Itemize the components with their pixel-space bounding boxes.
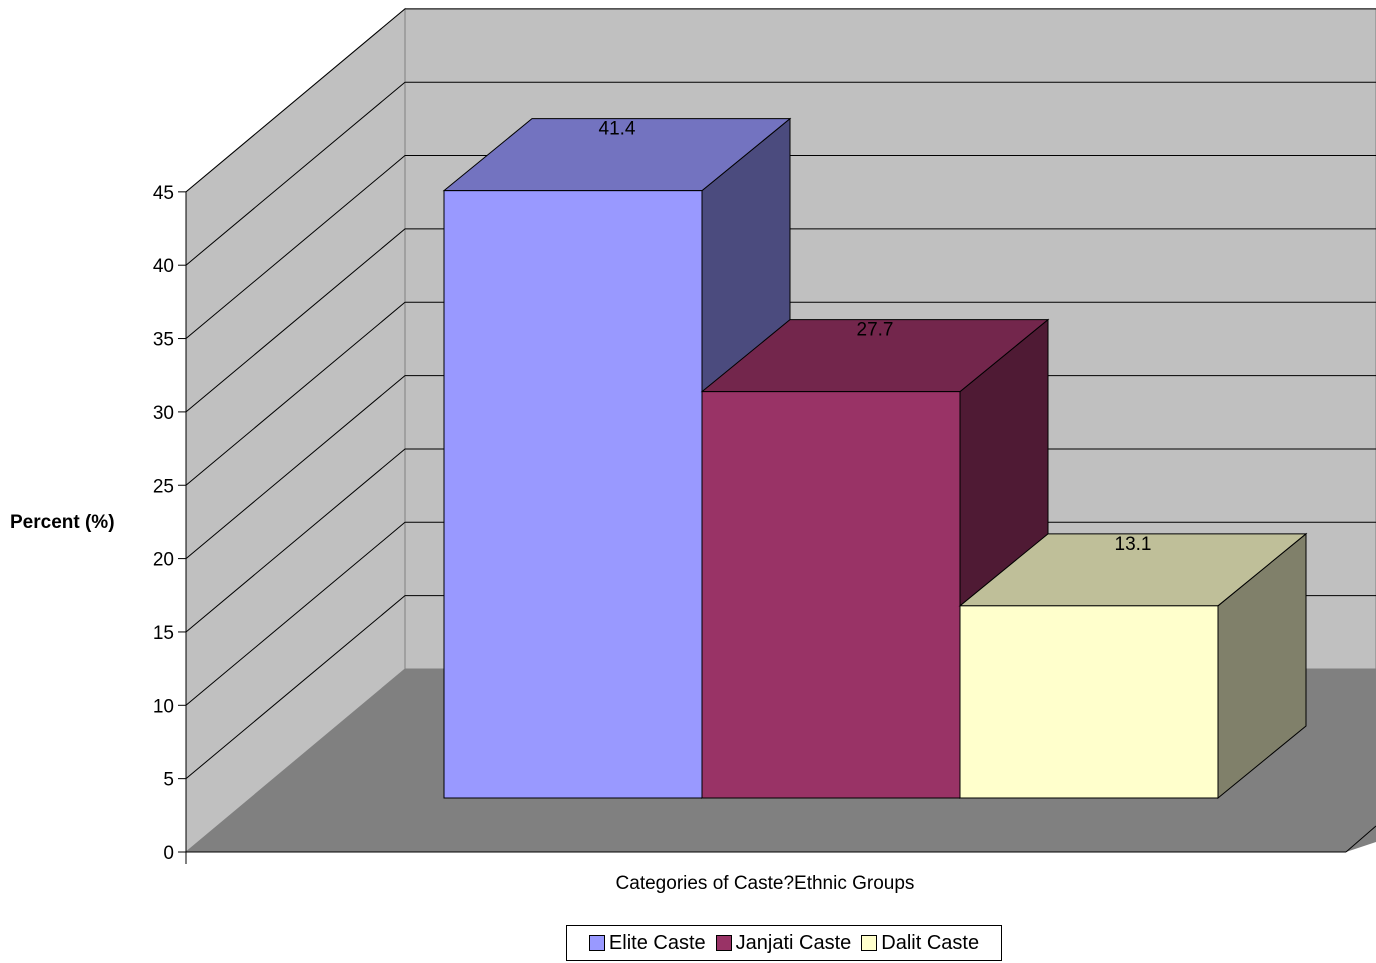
y-tick-label: 25 <box>153 476 174 497</box>
y-axis: 0 5 10 15 20 25 30 35 40 45 <box>153 183 1376 864</box>
bar-janjati-caste <box>700 318 1050 800</box>
legend-item-elite: Elite Caste <box>588 931 706 955</box>
y-tick-label: 0 <box>163 843 174 864</box>
legend-item-dalit: Dalit Caste <box>861 932 979 955</box>
data-label: 27.7 <box>857 320 894 341</box>
gridline <box>185 301 1376 486</box>
data-label: 13.1 <box>1115 534 1152 555</box>
y-tick-label: 35 <box>153 330 174 351</box>
bar-front <box>443 190 703 799</box>
y-tick-label: 40 <box>153 256 174 277</box>
legend-label-dalit: Dalit Caste <box>881 931 980 954</box>
legend-swatch-janjati <box>715 935 732 951</box>
legend: Elite Caste Janjati Caste Dalit Caste <box>566 925 1002 961</box>
legend-label-janjati: Janjati Caste <box>735 931 852 954</box>
legend-label-elite: Elite Caste <box>608 931 706 954</box>
x-axis-label: Categories of Caste?Ethnic Groups <box>615 873 915 894</box>
gridline <box>185 228 1376 413</box>
gridline <box>185 521 1376 706</box>
y-tick-label: 20 <box>153 550 174 571</box>
y-axis-label: Percent (%) <box>10 512 115 533</box>
gridline <box>185 155 1376 339</box>
x-axis-edge <box>1345 825 1376 853</box>
y-tick-label: 10 <box>153 696 174 717</box>
legend-swatch-dalit <box>861 935 878 951</box>
gridlines <box>185 8 1376 780</box>
y-tick-label: 30 <box>153 403 174 424</box>
legend-swatch-elite <box>588 935 605 951</box>
bar-front <box>701 391 961 799</box>
data-label: 41.4 <box>599 119 636 140</box>
data-labels: 41.4 27.7 13.1 <box>599 119 1152 555</box>
gridline <box>185 81 1376 266</box>
gridline <box>185 375 1376 559</box>
bar-dalit-caste <box>958 532 1308 800</box>
legend-item-janjati: Janjati Caste <box>715 931 852 955</box>
bar-front <box>959 605 1219 799</box>
y-tick-label: 45 <box>153 183 174 204</box>
y-tick-label: 15 <box>153 623 174 644</box>
gridline <box>185 8 1376 193</box>
y-tick-label: 5 <box>163 770 174 791</box>
gridline <box>185 448 1376 633</box>
bars <box>442 117 1308 800</box>
